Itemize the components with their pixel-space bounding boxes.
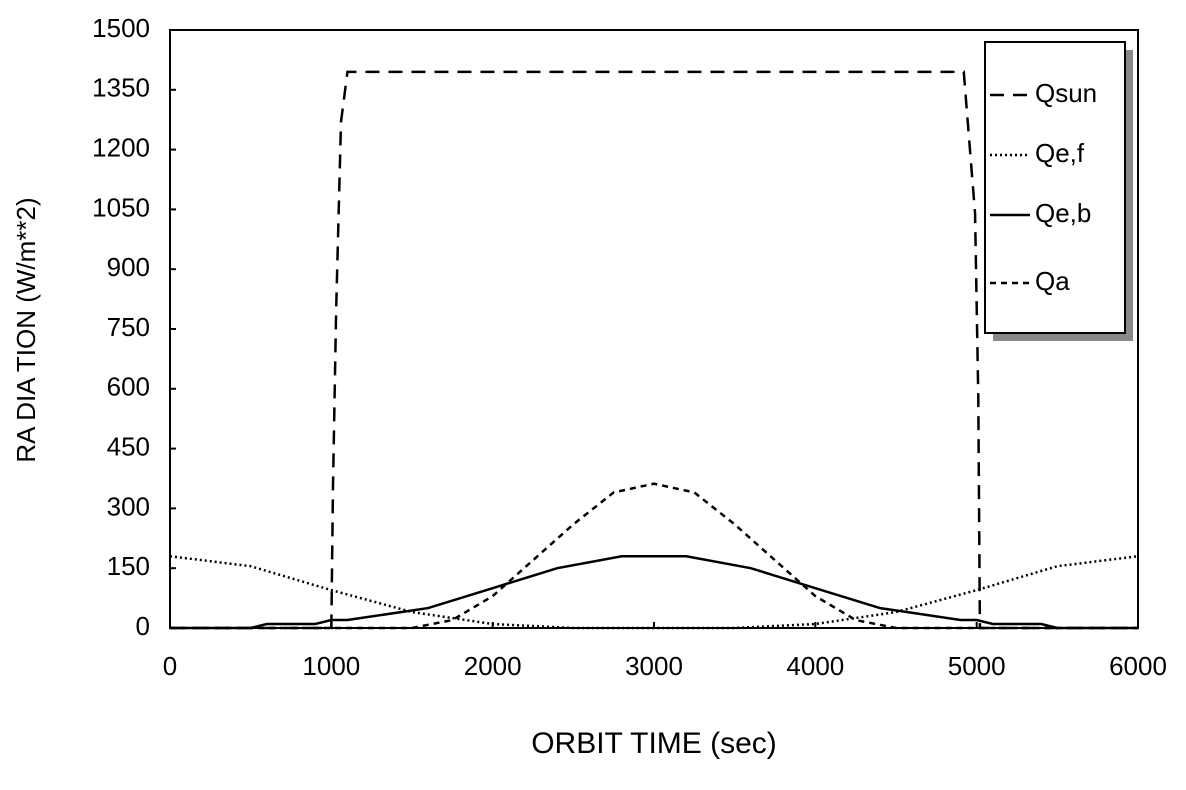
y-tick-label: 1350	[92, 73, 150, 103]
x-tick-label: 0	[163, 651, 177, 681]
series-line	[170, 554, 1138, 630]
y-tick-label: 300	[107, 491, 150, 521]
legend-box	[984, 41, 1126, 334]
series-line	[170, 482, 1138, 630]
series-line	[170, 70, 1138, 630]
y-tick-label: 600	[107, 372, 150, 402]
legend-label: Qe,b	[1035, 198, 1091, 228]
x-tick-label: 4000	[786, 651, 844, 681]
y-tick-label: 150	[107, 551, 150, 581]
x-tick-label: 1000	[302, 651, 360, 681]
y-tick-label: 450	[107, 431, 150, 461]
legend-label: Qsun	[1035, 78, 1097, 108]
x-tick-label: 5000	[948, 651, 1006, 681]
y-tick-label: 900	[107, 252, 150, 282]
y-tick-label: 1200	[92, 132, 150, 162]
legend-label: Qe,f	[1035, 138, 1085, 168]
series-line	[169, 554, 1139, 630]
y-tick-label: 1500	[92, 13, 150, 43]
x-tick-label: 3000	[625, 651, 683, 681]
legend-label: Qa	[1035, 266, 1070, 296]
y-tick-label: 750	[107, 312, 150, 342]
y-axis-label: RA DIA TION (W/m**2)	[11, 197, 41, 462]
y-tick-label: 1050	[92, 192, 150, 222]
x-tick-label: 6000	[1109, 651, 1167, 681]
x-tick-label: 2000	[464, 651, 522, 681]
y-tick-label: 0	[136, 611, 150, 641]
x-axis-label: ORBIT TIME (sec)	[531, 727, 777, 760]
